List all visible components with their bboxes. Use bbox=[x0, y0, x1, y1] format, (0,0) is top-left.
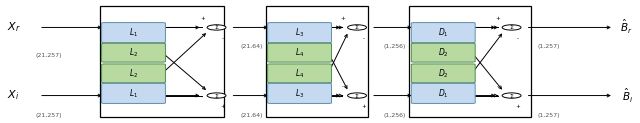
Ellipse shape bbox=[348, 93, 367, 98]
Text: $\Sigma$: $\Sigma$ bbox=[355, 92, 360, 100]
Text: $\Sigma$: $\Sigma$ bbox=[509, 92, 515, 100]
Ellipse shape bbox=[502, 93, 521, 98]
Text: -: - bbox=[497, 85, 499, 90]
Text: -: - bbox=[202, 85, 204, 90]
FancyBboxPatch shape bbox=[268, 43, 332, 62]
Text: $D_{2}$: $D_{2}$ bbox=[438, 67, 449, 80]
Text: $\Sigma$: $\Sigma$ bbox=[355, 23, 360, 31]
Text: (1,256): (1,256) bbox=[384, 44, 406, 49]
Text: (21,64): (21,64) bbox=[240, 44, 262, 49]
FancyBboxPatch shape bbox=[102, 64, 166, 83]
Text: $L_{1}$: $L_{1}$ bbox=[129, 87, 138, 100]
FancyBboxPatch shape bbox=[268, 83, 332, 103]
Text: -: - bbox=[222, 36, 224, 41]
FancyBboxPatch shape bbox=[412, 83, 475, 103]
Text: (21,257): (21,257) bbox=[36, 113, 62, 117]
FancyBboxPatch shape bbox=[102, 23, 166, 43]
Ellipse shape bbox=[502, 25, 521, 30]
Text: $\hat{B}_i$: $\hat{B}_i$ bbox=[621, 86, 633, 105]
Text: (21,257): (21,257) bbox=[36, 53, 62, 58]
Text: +: + bbox=[516, 104, 520, 109]
Text: $D_{1}$: $D_{1}$ bbox=[438, 87, 449, 100]
FancyBboxPatch shape bbox=[102, 43, 166, 62]
Text: +: + bbox=[221, 104, 225, 109]
Text: (1,256): (1,256) bbox=[384, 113, 406, 117]
Ellipse shape bbox=[207, 25, 226, 30]
Text: -: - bbox=[342, 85, 344, 90]
Text: $L_{4}$: $L_{4}$ bbox=[295, 46, 304, 59]
Text: $L_{4}$: $L_{4}$ bbox=[295, 67, 304, 80]
Text: -: - bbox=[517, 36, 519, 41]
Text: +: + bbox=[340, 16, 346, 21]
FancyBboxPatch shape bbox=[102, 83, 166, 103]
Text: +: + bbox=[200, 16, 205, 21]
Bar bbox=[266, 6, 368, 117]
Text: -: - bbox=[362, 36, 364, 41]
Text: (1,257): (1,257) bbox=[537, 113, 559, 117]
FancyBboxPatch shape bbox=[268, 23, 332, 43]
Bar bbox=[410, 6, 531, 117]
Text: $L_{3}$: $L_{3}$ bbox=[295, 87, 304, 100]
FancyBboxPatch shape bbox=[268, 64, 332, 83]
Text: $X_i$: $X_i$ bbox=[7, 89, 19, 102]
Text: $\Sigma$: $\Sigma$ bbox=[214, 23, 220, 31]
Ellipse shape bbox=[207, 93, 226, 98]
Text: +: + bbox=[361, 104, 366, 109]
Text: $L_{3}$: $L_{3}$ bbox=[295, 26, 304, 39]
Text: $\Sigma$: $\Sigma$ bbox=[509, 23, 515, 31]
Text: (1,257): (1,257) bbox=[537, 44, 559, 49]
Text: $\Sigma$: $\Sigma$ bbox=[214, 92, 220, 100]
FancyBboxPatch shape bbox=[412, 43, 475, 62]
Text: $L_{2}$: $L_{2}$ bbox=[129, 67, 138, 80]
Text: $L_{2}$: $L_{2}$ bbox=[129, 46, 138, 59]
Text: (21,64): (21,64) bbox=[240, 113, 262, 117]
Text: $X_r$: $X_r$ bbox=[7, 21, 20, 34]
Text: $D_{2}$: $D_{2}$ bbox=[438, 46, 449, 59]
Text: $L_{1}$: $L_{1}$ bbox=[129, 26, 138, 39]
Bar bbox=[100, 6, 224, 117]
Text: $\hat{B}_r$: $\hat{B}_r$ bbox=[620, 18, 633, 37]
FancyBboxPatch shape bbox=[412, 64, 475, 83]
Text: +: + bbox=[495, 16, 500, 21]
Ellipse shape bbox=[348, 25, 367, 30]
Text: $D_{1}$: $D_{1}$ bbox=[438, 26, 449, 39]
FancyBboxPatch shape bbox=[412, 23, 475, 43]
